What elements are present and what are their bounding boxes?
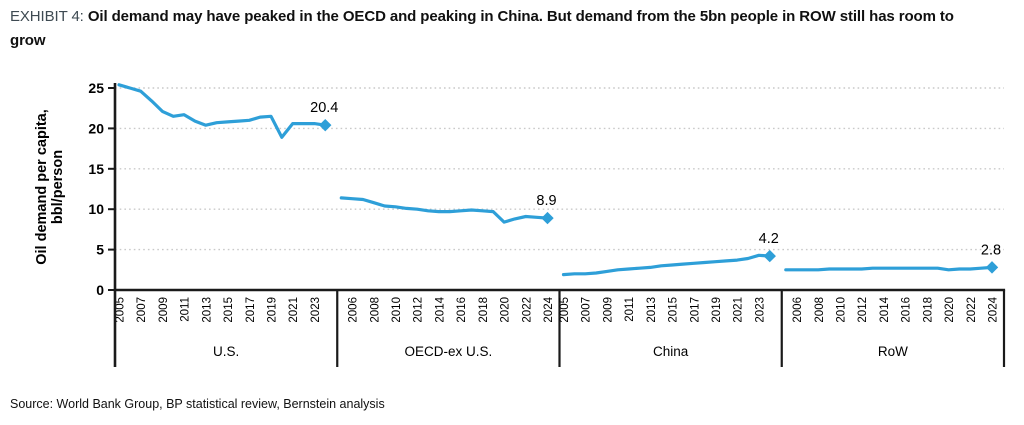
year-label: 2006 [792, 297, 804, 323]
year-label: 2020 [500, 297, 512, 323]
end-value-label-us: 20.4 [310, 100, 338, 116]
panel-label-china: China [653, 344, 689, 359]
year-label: 2013 [646, 297, 658, 323]
year-label: 2021 [733, 297, 745, 323]
series-line-us [117, 83, 327, 139]
year-label: 2011 [180, 297, 192, 322]
end-marker-row [985, 261, 999, 274]
year-label: 2019 [711, 297, 723, 323]
end-marker-china [763, 249, 776, 263]
year-label: 2016 [456, 297, 468, 323]
year-label: 2005 [559, 297, 571, 323]
year-label: 2010 [391, 297, 403, 323]
series-line-oecd_ex_us [339, 196, 550, 224]
end-marker-us [319, 118, 332, 132]
y-tick-label: 5 [96, 242, 104, 258]
y-axis-title: Oil demand per capita,bbl/person [34, 109, 66, 265]
end-value-label-oecd_ex_us: 8.9 [536, 193, 556, 209]
year-label: 2023 [754, 297, 766, 323]
y-tick-label: 20 [88, 120, 104, 136]
year-label: 2024 [543, 296, 555, 322]
year-label: 2007 [581, 297, 593, 323]
year-label: 2024 [988, 296, 1000, 322]
year-label: 2017 [245, 297, 257, 323]
year-label: 2019 [266, 297, 278, 323]
year-label: 2006 [348, 297, 360, 323]
panel-label-oecd_ex_us: OECD-ex U.S. [404, 344, 492, 359]
end-marker-oecd_ex_us [541, 211, 554, 225]
year-label: 2008 [814, 297, 826, 323]
y-tick-label: 25 [88, 80, 104, 96]
y-tick-label: 0 [96, 282, 104, 298]
year-label: 2013 [201, 297, 213, 323]
year-label: 2008 [369, 297, 381, 323]
year-label: 2022 [966, 297, 978, 323]
year-label: 2018 [478, 297, 490, 323]
year-label: 2016 [901, 297, 913, 323]
y-tick-label: 15 [88, 161, 104, 177]
year-label: 2007 [136, 297, 148, 323]
year-label: 2018 [922, 297, 934, 323]
year-label: 2020 [944, 297, 956, 323]
y-tick-label: 10 [88, 201, 104, 217]
year-label: 2012 [857, 297, 869, 323]
year-label: 2017 [689, 297, 701, 323]
year-label: 2023 [310, 297, 322, 323]
year-label: 2005 [115, 297, 127, 323]
year-label: 2014 [434, 296, 446, 322]
exhibit-number-label: EXHIBIT 4: [10, 8, 84, 25]
year-label: 2010 [836, 297, 848, 323]
year-label: 2012 [413, 297, 425, 323]
year-label: 2009 [158, 297, 170, 323]
panel-label-row: RoW [878, 344, 908, 359]
year-label: 2015 [223, 297, 235, 323]
year-label: 2009 [602, 297, 614, 323]
year-label: 2015 [668, 297, 680, 323]
end-value-label-row: 2.8 [981, 242, 1001, 258]
year-label: 2022 [521, 297, 533, 323]
chart-title-text: Oil demand may have peaked in the OECD a… [10, 8, 954, 49]
panel-label-us: U.S. [213, 344, 239, 359]
year-label: 2021 [288, 297, 300, 323]
series-line-china [561, 253, 772, 277]
source-note: Source: World Bank Group, BP statistical… [10, 397, 385, 411]
end-value-label-china: 4.2 [759, 231, 779, 247]
exhibit-title: EXHIBIT 4: Oil demand may have peaked in… [10, 5, 962, 53]
year-label: 2014 [879, 296, 891, 322]
year-label: 2011 [624, 297, 636, 322]
series-line-row [784, 265, 994, 272]
